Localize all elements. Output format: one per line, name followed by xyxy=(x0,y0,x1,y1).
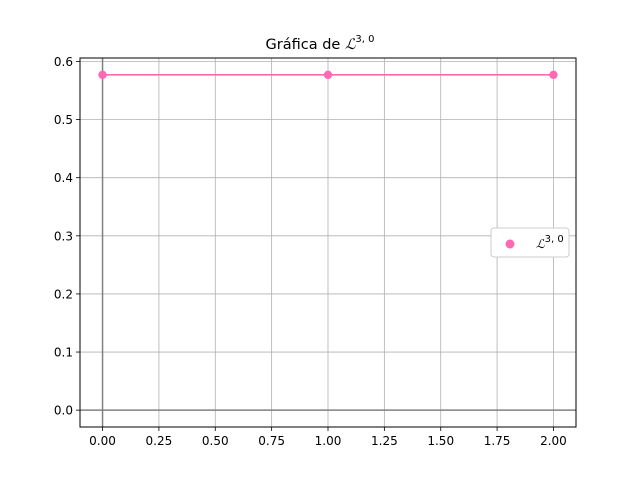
chart-title-symbol: ℒ xyxy=(345,37,356,53)
y-tick-label: 0.5 xyxy=(54,113,73,127)
chart-title-superscript: 3, 0 xyxy=(355,34,374,45)
chart-title-prefix: Gráfica de xyxy=(266,37,345,53)
y-tick-label: 0.2 xyxy=(54,287,73,301)
x-tick-label: 0.50 xyxy=(202,434,229,448)
x-tick-label: 1.25 xyxy=(371,434,398,448)
data-point xyxy=(323,70,333,80)
legend-marker xyxy=(505,239,515,249)
x-tick-label: 0.00 xyxy=(89,434,116,448)
x-tick-label: 2.00 xyxy=(540,434,567,448)
y-axis: 0.0 0.1 0.2 0.3 0.4 0.5 0.6 xyxy=(54,55,80,418)
y-tick-label: 0.1 xyxy=(54,346,73,360)
legend-label: ℒ3, 0 xyxy=(536,234,564,251)
y-tick-label: 0.0 xyxy=(54,404,73,418)
chart-title: Gráfica de ℒ3, 0 xyxy=(266,34,375,53)
legend: ℒ3, 0 xyxy=(490,227,570,258)
y-tick-label: 0.3 xyxy=(54,229,73,243)
data-point xyxy=(98,70,107,80)
series-layer xyxy=(98,70,558,80)
x-tick-label: 0.75 xyxy=(258,434,285,448)
x-tick-label: 1.75 xyxy=(484,434,511,448)
x-tick-label: 1.00 xyxy=(315,434,342,448)
x-tick-label: 1.50 xyxy=(427,434,454,448)
x-axis: 0.00 0.25 0.50 0.75 1.00 1.25 1.50 1.75 2.00 xyxy=(89,427,567,448)
y-tick-label: 0.6 xyxy=(54,55,73,69)
x-tick-label: 0.25 xyxy=(146,434,173,448)
y-tick-label: 0.4 xyxy=(54,171,73,185)
legend-label-symbol: ℒ xyxy=(536,237,545,251)
legend-box xyxy=(490,227,570,258)
data-point xyxy=(549,70,558,80)
legend-label-superscript: 3, 0 xyxy=(545,234,564,245)
zero-lines xyxy=(80,58,576,427)
